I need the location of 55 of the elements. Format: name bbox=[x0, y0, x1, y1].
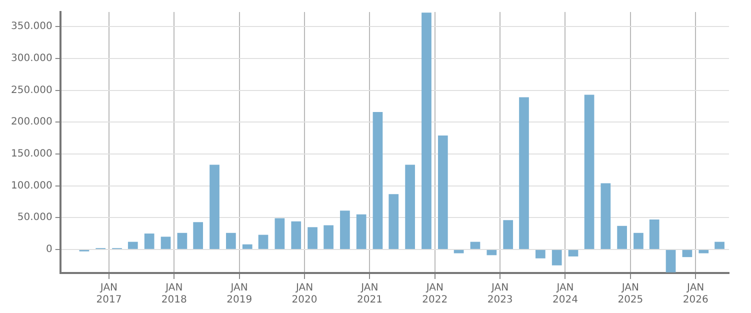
bar bbox=[454, 250, 464, 254]
bar bbox=[388, 194, 399, 249]
x-tick-label: JAN 2021 bbox=[356, 282, 382, 306]
y-tick-label: 0 bbox=[46, 244, 52, 256]
bar bbox=[372, 112, 383, 249]
x-tick-label: JAN 2023 bbox=[487, 282, 513, 306]
y-tick-label: 200.000 bbox=[10, 116, 52, 128]
bar bbox=[405, 164, 415, 249]
bar bbox=[324, 225, 334, 249]
bar bbox=[340, 210, 350, 249]
bar bbox=[438, 136, 448, 249]
y-tick-label: 350.000 bbox=[10, 21, 52, 32]
bar bbox=[552, 250, 562, 266]
y-tick-label: 50.000 bbox=[17, 212, 52, 224]
bar bbox=[422, 12, 432, 249]
y-tick-label: 100.000 bbox=[10, 180, 52, 192]
bar bbox=[274, 218, 285, 249]
bar bbox=[160, 236, 171, 249]
x-tick-label: JAN 2017 bbox=[96, 282, 122, 306]
bar bbox=[470, 242, 480, 249]
bar bbox=[617, 226, 627, 249]
y-tick-label: 250.000 bbox=[10, 84, 52, 96]
bar bbox=[177, 232, 188, 249]
bar bbox=[698, 250, 709, 254]
bar bbox=[258, 234, 268, 249]
bar bbox=[600, 183, 611, 249]
bar bbox=[714, 242, 724, 249]
x-tick-label: JAN 2020 bbox=[292, 282, 318, 306]
x-tick-label: JAN 2024 bbox=[552, 282, 578, 306]
bar bbox=[210, 164, 220, 249]
x-tick-label: JAN 2026 bbox=[682, 282, 708, 306]
bar bbox=[519, 97, 529, 249]
bar bbox=[308, 227, 318, 249]
x-tick-label: JAN 2019 bbox=[226, 282, 252, 306]
bar bbox=[535, 250, 546, 258]
bar bbox=[144, 234, 154, 249]
bar bbox=[666, 250, 676, 272]
bar bbox=[682, 250, 692, 258]
bar bbox=[634, 232, 644, 249]
x-tick-label: JAN 2018 bbox=[161, 282, 187, 306]
y-tick-label: 150.000 bbox=[10, 148, 52, 160]
bar bbox=[584, 94, 594, 249]
bar bbox=[193, 222, 204, 249]
bar bbox=[242, 244, 252, 249]
y-tick-label: 300.000 bbox=[10, 53, 52, 64]
bar bbox=[568, 250, 578, 256]
bar bbox=[486, 250, 497, 256]
bar bbox=[649, 220, 660, 249]
bar bbox=[356, 214, 366, 249]
bar bbox=[226, 232, 236, 249]
bar bbox=[291, 221, 302, 249]
bar bbox=[128, 242, 138, 249]
bar bbox=[503, 220, 514, 249]
x-tick-label: JAN 2025 bbox=[618, 282, 644, 306]
x-tick-label: JAN 2022 bbox=[422, 282, 448, 306]
